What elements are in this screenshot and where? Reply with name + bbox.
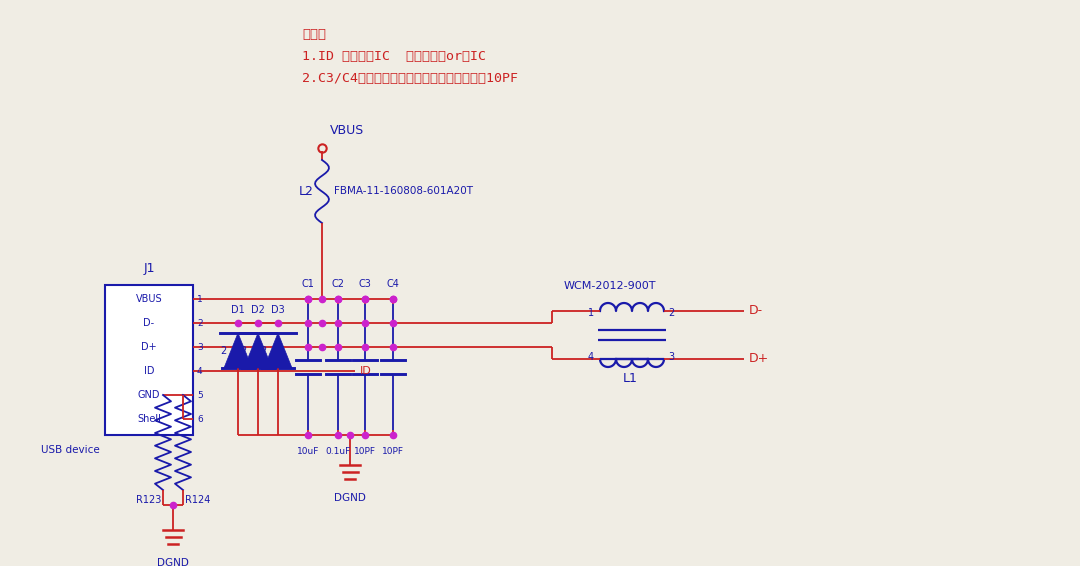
Text: 1: 1	[588, 308, 594, 318]
Text: 2: 2	[260, 346, 266, 356]
Text: D-: D-	[750, 305, 764, 318]
Text: L1: L1	[622, 372, 637, 385]
Text: 0.1uF: 0.1uF	[325, 447, 351, 456]
Text: C3: C3	[359, 279, 372, 289]
Text: D2: D2	[251, 305, 265, 315]
Text: 2.C3/C4根据测试结果来调试，建议不要大于10PF: 2.C3/C4根据测试结果来调试，建议不要大于10PF	[302, 72, 518, 85]
Text: D+: D+	[750, 353, 769, 366]
Text: 10PF: 10PF	[354, 447, 376, 456]
Text: 4: 4	[197, 367, 203, 375]
Text: VBUS: VBUS	[136, 294, 162, 304]
Text: R123: R123	[136, 495, 161, 505]
Text: DGND: DGND	[157, 558, 189, 566]
Text: Shell: Shell	[137, 414, 161, 424]
Text: D3: D3	[271, 305, 285, 315]
Text: 备注：: 备注：	[302, 28, 326, 41]
Text: C4: C4	[387, 279, 400, 289]
Text: C1: C1	[301, 279, 314, 289]
Text: D+: D+	[141, 342, 157, 352]
Text: L2: L2	[299, 185, 314, 198]
Text: 3: 3	[197, 342, 203, 351]
Text: J1: J1	[144, 262, 154, 275]
Text: 1.ID 网络根据IC  来决定接地or接IC: 1.ID 网络根据IC 来决定接地or接IC	[302, 50, 486, 63]
Text: 6: 6	[197, 414, 203, 423]
Text: WCM-2012-900T: WCM-2012-900T	[564, 281, 657, 291]
Text: 2: 2	[220, 346, 226, 356]
Text: 2: 2	[669, 308, 674, 318]
Text: 4: 4	[588, 352, 594, 362]
Polygon shape	[264, 333, 292, 368]
Text: ID: ID	[360, 366, 372, 376]
Text: C2: C2	[332, 279, 345, 289]
Text: FBMA-11-160808-601A20T: FBMA-11-160808-601A20T	[334, 187, 473, 196]
Text: 2: 2	[197, 319, 203, 328]
Text: 1: 1	[197, 294, 203, 303]
Text: ID: ID	[144, 366, 154, 376]
Text: 2: 2	[240, 346, 246, 356]
Text: DGND: DGND	[334, 493, 366, 503]
Text: 10uF: 10uF	[297, 447, 320, 456]
Text: VBUS: VBUS	[330, 123, 364, 136]
Text: GND: GND	[138, 390, 160, 400]
Text: USB device: USB device	[41, 445, 100, 455]
Polygon shape	[224, 333, 252, 368]
FancyBboxPatch shape	[105, 285, 193, 435]
Text: R124: R124	[185, 495, 211, 505]
Text: 5: 5	[197, 391, 203, 400]
Text: 3: 3	[669, 352, 674, 362]
Polygon shape	[244, 333, 272, 368]
Text: 10PF: 10PF	[382, 447, 404, 456]
Text: D1: D1	[231, 305, 245, 315]
Text: D-: D-	[144, 318, 154, 328]
